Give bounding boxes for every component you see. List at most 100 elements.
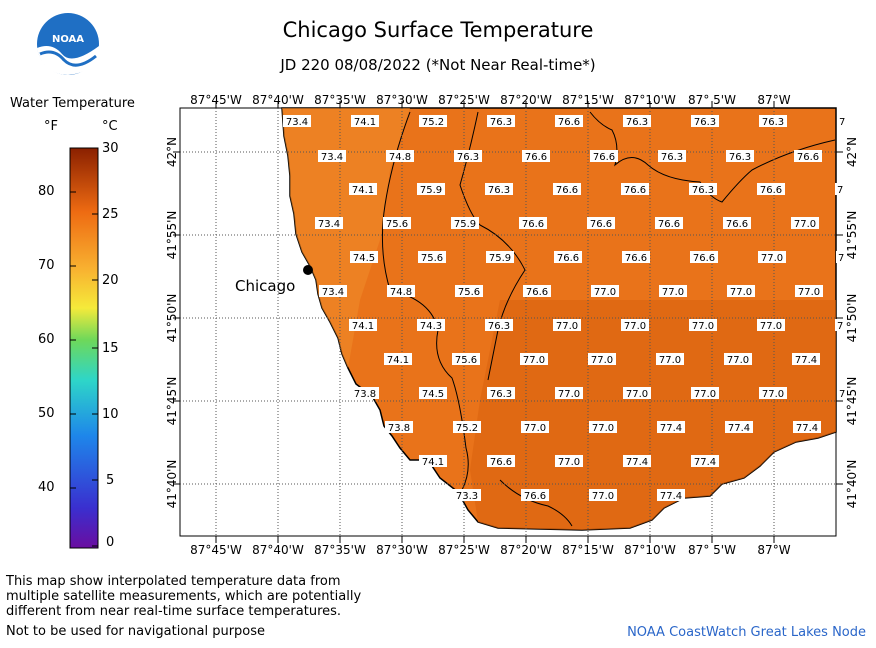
temperature-value: 74.5 [353,253,375,264]
value-label-box [835,319,845,331]
value-label-box [759,387,787,399]
value-label-box [659,285,687,297]
temperature-value: 77.0 [730,287,752,298]
temperature-value: 77.4 [796,423,818,434]
temperature-value: 7 [837,185,843,196]
value-label-box [485,183,513,195]
temperature-value: 76.6 [524,491,546,502]
temperature-value: 73.8 [354,389,376,400]
temperature-value: 76.3 [626,117,648,128]
temperature-value: 76.6 [556,185,578,196]
temperature-value: 76.6 [525,152,547,163]
value-label-box [621,183,649,195]
value-label-box [622,251,650,263]
temperature-value: 74.1 [422,457,444,468]
value-label-box [351,387,379,399]
lat-label: 41°45'N [165,377,179,426]
value-label-box [486,251,514,263]
page-title: Chicago Surface Temperature [282,18,594,42]
lon-label: 87° 5'W [688,543,736,557]
unit-f: °F [44,119,58,134]
value-label-box [657,421,685,433]
value-label-box [523,285,551,297]
value-label-box [384,353,412,365]
axis-ticks [173,101,843,543]
value-label-box [791,217,819,229]
temperature-value: 77.0 [798,287,820,298]
temperature-value: 73.4 [286,117,308,128]
value-label-box [419,115,447,127]
value-label-box [351,115,379,127]
lat-label: 41°45'N [845,377,859,426]
temperature-value: 75.6 [458,287,480,298]
value-label-box [553,319,581,331]
value-label-box [318,150,346,162]
value-label-box [419,455,447,467]
lat-labels-right: 42°N 41°55'N 41°50'N 41°45'N 41°40'N [845,137,859,509]
temperature-value: 76.3 [488,321,510,332]
lon-label: 87°40'W [252,93,304,107]
value-label-box [658,150,686,162]
temperature-value: 77.0 [692,321,714,332]
f-tick: 70 [38,258,55,273]
value-label-box [453,421,481,433]
temperature-value: 77.0 [694,389,716,400]
temperature-value: 75.9 [420,185,442,196]
value-label-box [554,251,582,263]
lat-label: 41°50'N [165,294,179,343]
value-label-box [487,387,515,399]
lon-label: 87°10'W [624,543,676,557]
c-tick: 0 [106,535,115,550]
temperature-value: 76.6 [526,287,548,298]
value-label-box [691,115,719,127]
value-label-box [349,319,377,331]
value-label-box [690,251,718,263]
temperature-value: 75.2 [456,423,478,434]
value-label-box [553,183,581,195]
temperature-value: 74.8 [390,287,412,298]
temperature-value: 76.3 [488,185,510,196]
value-label-box [590,150,618,162]
temperature-value: 7 [839,389,845,400]
temperature-value: 7 [838,253,844,264]
page-subtitle: JD 220 08/08/2022 (*Not Near Real-time*) [280,56,596,74]
temperature-value: 76.6 [760,185,782,196]
value-label-box [315,217,343,229]
temperature-value: 77.0 [592,491,614,502]
lon-label: 87°W [757,93,790,107]
temperature-value: 73.3 [456,491,478,502]
value-label-box [757,319,785,331]
temperature-value: 74.8 [389,152,411,163]
c-tick: 25 [102,207,119,222]
value-label-box [725,421,753,433]
value-label-box [657,489,685,501]
value-label-box [521,421,549,433]
isotherm-line [589,111,836,203]
value-label-box [453,489,481,501]
temperature-value: 76.6 [590,219,612,230]
lon-labels-top: 87°45'W 87°40'W 87°35'W 87°30'W 87°25'W … [190,93,791,107]
value-label-box [487,455,515,467]
credit-link[interactable]: NOAA CoastWatch Great Lakes Node [627,625,866,640]
temperature-value: 77.0 [556,321,578,332]
value-label-box [726,150,754,162]
lon-label: 87° 5'W [688,93,736,107]
value-label-box [835,183,845,195]
value-label-box [522,150,550,162]
lon-labels-bottom: 87°45'W 87°40'W 87°35'W 87°30'W 87°25'W … [190,543,791,557]
value-label-box [350,251,378,263]
temperature-value: 76.6 [593,152,615,163]
isotherm-lines [381,111,836,527]
c-tick: 5 [106,473,115,488]
lat-label: 41°50'N [845,294,859,343]
temperature-value: 76.6 [558,117,580,128]
lon-label: 87°15'W [562,543,614,557]
temperature-value: 74.1 [352,185,374,196]
disclaimer-line: This map show interpolated temperature d… [6,574,341,589]
temperature-value: 77.0 [591,355,613,366]
legend-title: Water Temperature [10,96,135,111]
lake-shading-west [282,108,410,368]
temperature-value: 77.0 [626,389,648,400]
temperature-value: 74.3 [420,321,442,332]
temperature-value: 73.4 [322,287,344,298]
